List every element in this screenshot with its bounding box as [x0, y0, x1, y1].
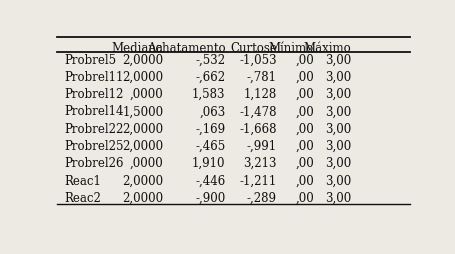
- Text: -1,478: -1,478: [239, 105, 276, 118]
- Text: Probrel22: Probrel22: [64, 122, 123, 135]
- Text: -,532: -,532: [195, 53, 225, 66]
- Text: 1,128: 1,128: [243, 88, 276, 101]
- Text: -1,053: -1,053: [239, 53, 276, 66]
- Text: Achatamento: Achatamento: [147, 42, 225, 55]
- Text: 1,5000: 1,5000: [122, 105, 163, 118]
- Text: Reac2: Reac2: [64, 191, 101, 204]
- Text: ,00: ,00: [294, 88, 313, 101]
- Text: Probrel11: Probrel11: [64, 71, 123, 84]
- Text: 1,583: 1,583: [192, 88, 225, 101]
- Text: Mínimo: Mínimo: [268, 42, 313, 55]
- Text: ,00: ,00: [294, 71, 313, 84]
- Text: 3,00: 3,00: [324, 88, 350, 101]
- Text: ,00: ,00: [294, 191, 313, 204]
- Text: -1,668: -1,668: [239, 122, 276, 135]
- Text: 3,213: 3,213: [243, 157, 276, 170]
- Text: Curtose: Curtose: [229, 42, 276, 55]
- Text: -,781: -,781: [246, 71, 276, 84]
- Text: ,063: ,063: [199, 105, 225, 118]
- Text: -,289: -,289: [246, 191, 276, 204]
- Text: ,0000: ,0000: [130, 88, 163, 101]
- Text: -1,211: -1,211: [239, 174, 276, 187]
- Text: 2,0000: 2,0000: [122, 139, 163, 152]
- Text: 2,0000: 2,0000: [122, 71, 163, 84]
- Text: 3,00: 3,00: [324, 139, 350, 152]
- Text: 3,00: 3,00: [324, 71, 350, 84]
- Text: ,00: ,00: [294, 105, 313, 118]
- Text: 3,00: 3,00: [324, 191, 350, 204]
- Text: -,465: -,465: [195, 139, 225, 152]
- Text: -,900: -,900: [195, 191, 225, 204]
- Text: -,991: -,991: [246, 139, 276, 152]
- Text: ,00: ,00: [294, 157, 313, 170]
- Text: ,00: ,00: [294, 139, 313, 152]
- Text: ,00: ,00: [294, 174, 313, 187]
- Text: 3,00: 3,00: [324, 174, 350, 187]
- Text: ,00: ,00: [294, 53, 313, 66]
- Text: Mediana: Mediana: [111, 42, 163, 55]
- Text: 2,0000: 2,0000: [122, 53, 163, 66]
- Text: 3,00: 3,00: [324, 53, 350, 66]
- Text: 2,0000: 2,0000: [122, 122, 163, 135]
- Text: -,169: -,169: [195, 122, 225, 135]
- Text: Probrel26: Probrel26: [64, 157, 123, 170]
- Text: ,00: ,00: [294, 122, 313, 135]
- Text: Máximo: Máximo: [303, 42, 350, 55]
- Text: 2,0000: 2,0000: [122, 191, 163, 204]
- Text: 2,0000: 2,0000: [122, 174, 163, 187]
- Text: -,662: -,662: [195, 71, 225, 84]
- Text: 3,00: 3,00: [324, 122, 350, 135]
- Text: 1,910: 1,910: [192, 157, 225, 170]
- Text: Probrel25: Probrel25: [64, 139, 123, 152]
- Text: Probrel12: Probrel12: [64, 88, 123, 101]
- Text: ,0000: ,0000: [130, 157, 163, 170]
- Text: Probrel5: Probrel5: [64, 53, 116, 66]
- Text: 3,00: 3,00: [324, 105, 350, 118]
- Text: Probrel14: Probrel14: [64, 105, 123, 118]
- Text: Reac1: Reac1: [64, 174, 101, 187]
- Text: -,446: -,446: [195, 174, 225, 187]
- Text: 3,00: 3,00: [324, 157, 350, 170]
